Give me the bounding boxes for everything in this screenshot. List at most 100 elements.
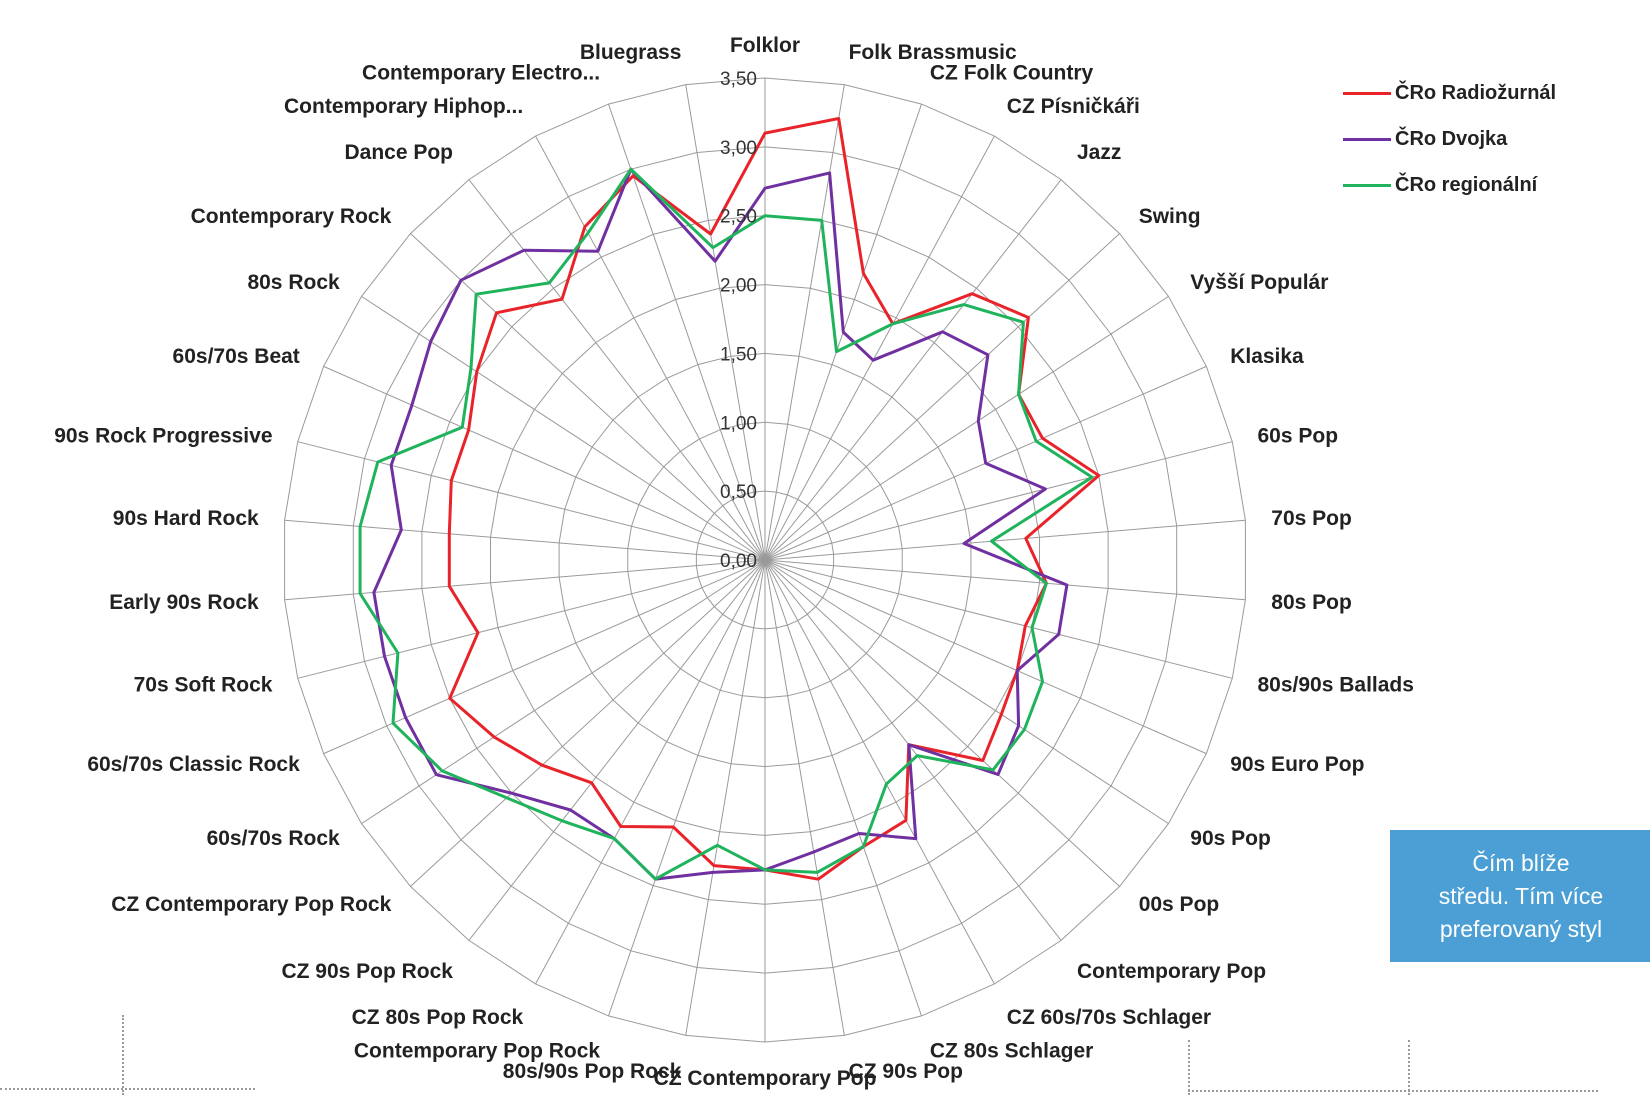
category-label: 60s/70s Rock <box>207 827 340 850</box>
radar-ring <box>558 352 972 768</box>
radar-spoke <box>608 103 766 561</box>
radar-spoke <box>764 441 1233 561</box>
category-label: 70s Pop <box>1271 507 1352 530</box>
tick-label: 1,50 <box>720 344 757 365</box>
category-label: Contemporary Rock <box>191 205 392 228</box>
tick-label: 3,50 <box>720 69 757 90</box>
tick-label: 2,00 <box>720 276 757 297</box>
radar-spoke <box>535 559 766 985</box>
tick-label: 3,00 <box>720 138 757 159</box>
radar-spoke <box>323 365 766 561</box>
radar-spoke <box>764 233 1120 561</box>
tick-label: 1,00 <box>720 413 757 434</box>
radar-spoke <box>764 179 1062 561</box>
category-label: Contemporary Pop Rock <box>354 1040 601 1063</box>
category-label: Contemporary Hiphop... <box>284 95 523 118</box>
category-label: 80s/90s Pop Rock <box>503 1060 682 1083</box>
legend-item-dvojka: ČRo Dvojka <box>1343 116 1556 162</box>
radar-spoke <box>764 559 995 985</box>
tick-label: 2,50 <box>720 207 757 228</box>
radar-spoke <box>284 559 766 601</box>
category-label: CZ 60s/70s Schlager <box>1007 1006 1211 1029</box>
radar-ring <box>627 421 903 699</box>
radar-spoke <box>764 559 1207 755</box>
legend-label-regionalni: ČRo regionální <box>1395 173 1538 196</box>
category-label: 70s Soft Rock <box>134 674 273 697</box>
dotted-guide-left-vertical <box>122 1015 124 1095</box>
category-label: CZ 80s Schlager <box>930 1040 1093 1063</box>
radar-spoke <box>323 559 766 755</box>
radar-spoke <box>468 179 766 561</box>
radar-spoke <box>410 559 766 887</box>
category-label: Folklor <box>730 34 800 57</box>
category-label: Jazz <box>1077 141 1121 164</box>
category-label: CZ Contemporary Pop Rock <box>111 893 391 916</box>
radar-spoke <box>764 559 1169 825</box>
radar-spoke <box>468 559 766 941</box>
radial-axis-ticks: 0,00 0,50 1,00 1,50 2,00 2,50 3,00 3,50 <box>720 69 757 572</box>
category-label: Folk Brassmusic <box>849 41 1017 64</box>
category-label: Bluegrass <box>580 41 682 64</box>
category-label: 80s Pop <box>1271 591 1352 614</box>
radar-ring <box>352 146 1178 974</box>
legend: ČRo Radiožurnál ČRo Dvojka ČRo regionáln… <box>1343 70 1556 208</box>
category-label: 80s Rock <box>247 271 340 294</box>
category-label: 60s Pop <box>1258 424 1339 447</box>
radar-ring <box>490 284 1040 836</box>
radar-series <box>358 117 1101 881</box>
radar-spoke <box>410 233 766 561</box>
radar-spoke <box>284 519 766 561</box>
category-label: Contemporary Pop <box>1077 960 1266 983</box>
legend-swatch-dvojka <box>1343 137 1391 141</box>
radar-ring <box>284 77 1246 1043</box>
category-label: 80s/90s Ballads <box>1258 674 1414 697</box>
dotted-guide-right-vertical-2 <box>1408 1040 1410 1095</box>
category-label: CZ 90s Pop <box>849 1060 963 1083</box>
category-label: 90s Pop <box>1190 827 1271 850</box>
radar-spoke <box>764 295 1169 561</box>
radar-spoke <box>764 519 1246 561</box>
category-label: CZ 80s Pop Rock <box>352 1006 524 1029</box>
legend-swatch-radiozurnal <box>1343 91 1391 95</box>
category-label: 90s Rock Progressive <box>54 424 272 447</box>
radar-spoke <box>297 559 766 679</box>
radar-spoke <box>685 84 766 561</box>
category-label: Dance Pop <box>344 141 453 164</box>
radar-spoke <box>535 135 766 561</box>
category-label: CZ 90s Pop Rock <box>281 960 453 983</box>
legend-item-radiozurnal: ČRo Radiožurnál <box>1343 70 1556 116</box>
category-label: Early 90s Rock <box>109 591 259 614</box>
radar-spoke <box>361 295 766 561</box>
category-label: Contemporary Electro... <box>362 62 600 85</box>
legend-label-dvojka: ČRo Dvojka <box>1395 127 1508 150</box>
tick-label: 0,50 <box>720 482 757 503</box>
radar-spoke <box>764 559 845 1036</box>
legend-label-radiozurnal: ČRo Radiožurnál <box>1395 81 1557 104</box>
category-label: 60s/70s Classic Rock <box>87 753 300 776</box>
category-label: 60s/70s Beat <box>173 345 300 368</box>
dotted-guide-right-vertical-1 <box>1188 1040 1190 1095</box>
radar-spoke <box>764 559 922 1017</box>
dotted-guide-left-horizontal <box>0 1088 255 1090</box>
note-line-3: preferovaný styl <box>1439 915 1603 942</box>
series-line-regionalni <box>358 167 1094 881</box>
radar-spoke <box>764 559 1062 941</box>
category-label: CZ Písničkáři <box>1007 95 1140 118</box>
radar-spoke <box>608 559 766 1017</box>
radar-spoke <box>764 559 1120 887</box>
category-label: Klasika <box>1230 345 1304 368</box>
category-label: 90s Euro Pop <box>1230 753 1364 776</box>
category-label: CZ Folk Country <box>930 62 1094 85</box>
category-label: 00s Pop <box>1139 893 1220 916</box>
radar-spoke <box>361 559 766 825</box>
note-line-2: středu. Tím více <box>1438 882 1604 909</box>
radar-spoke <box>764 559 1246 601</box>
radar-ring <box>695 490 835 630</box>
explanation-note: Čím blíže středu. Tím více preferovaný s… <box>1390 830 1650 962</box>
category-label: CZ Contemporary Pop <box>654 1067 877 1090</box>
radar-grid <box>284 77 1246 1043</box>
note-line-1: Čím blíže <box>1472 849 1570 876</box>
radar-spoke <box>764 135 995 561</box>
